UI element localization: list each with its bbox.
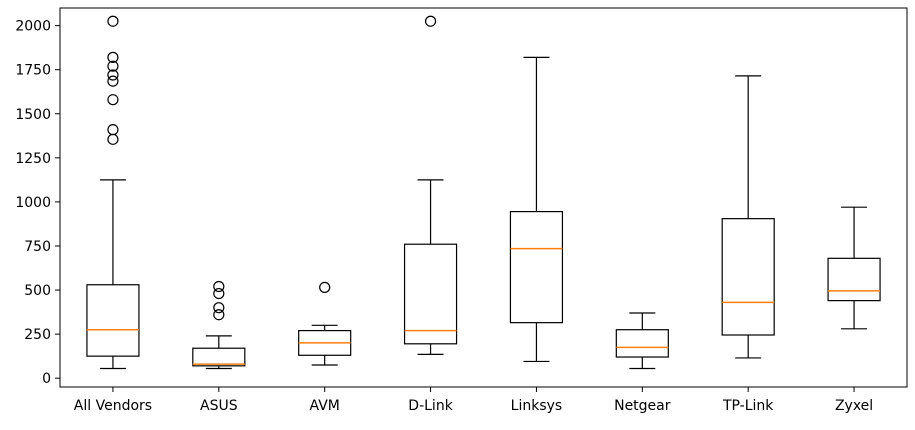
box-d-link [403, 15, 458, 355]
iqr-box [721, 218, 775, 336]
outlier-point [424, 15, 437, 27]
x-tick-label: D-Link [408, 398, 453, 414]
x-tick-label: All Vendors [74, 398, 152, 414]
y-tick-label: 1000 [15, 195, 51, 211]
outlier-point [213, 309, 225, 321]
outlier-point [107, 94, 119, 106]
iqr-box [86, 284, 140, 357]
y-tick-label: 2000 [15, 19, 51, 35]
box-avm [298, 281, 352, 366]
iqr-box [509, 211, 564, 324]
box-linksys [509, 56, 564, 363]
iqr-box [827, 257, 881, 302]
y-tick-label: 750 [24, 239, 51, 255]
iqr-box [615, 329, 669, 358]
x-tick-label: AVM [310, 398, 340, 414]
y-axis: 0 250 500 750 1000 1250 1500 1750 2000 [15, 19, 60, 387]
outlier-point [213, 280, 225, 293]
iqr-box [403, 243, 458, 345]
x-tick-label: Netgear [614, 398, 671, 414]
outlier-point [107, 60, 119, 72]
outlier-point [107, 15, 119, 27]
y-tick-label: 0 [42, 371, 51, 387]
iqr-box [192, 347, 246, 367]
outlier-point [107, 51, 119, 63]
plot-area [86, 15, 881, 370]
x-tick-label: TP-Link [722, 398, 774, 414]
y-tick-label: 500 [24, 283, 51, 299]
box-all-vendors [86, 15, 140, 370]
y-tick-label: 1500 [15, 107, 51, 123]
outlier-point [319, 281, 331, 294]
box-asus [192, 280, 246, 370]
outlier-point [107, 69, 119, 81]
x-tick-label: Zyxel [835, 398, 873, 414]
box-tp-link [721, 75, 775, 359]
x-tick-label: ASUS [200, 398, 238, 414]
outlier-point [213, 302, 225, 314]
y-tick-label: 250 [24, 327, 51, 343]
x-axis: All Vendors ASUS AVM D-Link Linksys Netgear TP… [74, 387, 873, 414]
x-tick-label: Linksys [511, 398, 563, 414]
outlier-point [213, 287, 225, 300]
plot-frame [59, 7, 908, 388]
outlier-point [107, 133, 119, 145]
outlier-point [107, 124, 119, 136]
y-tick-label: 1750 [15, 63, 51, 79]
box-netgear [615, 312, 669, 370]
box-zyxel [827, 206, 881, 330]
outlier-point [107, 75, 119, 87]
y-tick-label: 1250 [15, 151, 51, 167]
